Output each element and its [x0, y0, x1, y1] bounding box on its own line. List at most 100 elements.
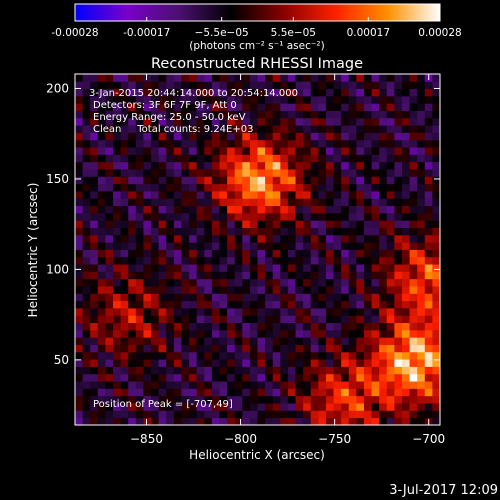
heatmap-cell [310, 147, 319, 155]
heatmap-cell [196, 417, 205, 426]
heatmap-cell [409, 264, 418, 272]
heatmap-cell [204, 366, 213, 375]
heatmap-cell [181, 286, 190, 294]
heatmap-cell [379, 403, 388, 411]
heatmap-cell [204, 183, 213, 192]
heatmap-cell [303, 417, 312, 426]
heatmap-cell [371, 410, 380, 419]
heatmap-cell [303, 395, 312, 404]
heatmap-cell [113, 132, 122, 141]
heatmap-cell [257, 410, 266, 419]
heatmap-cell [90, 388, 99, 397]
heatmap-cell [295, 132, 304, 141]
heatmap-cell [120, 359, 129, 367]
heatmap-cell [341, 395, 350, 404]
heatmap-cell [189, 183, 198, 192]
heatmap-cell [204, 74, 213, 82]
heatmap-cell [166, 249, 175, 258]
heatmap-cell [242, 286, 251, 294]
heatmap-cell [242, 417, 251, 426]
heatmap-cell [394, 256, 403, 265]
heatmap-cell [303, 205, 312, 214]
heatmap-cell [90, 366, 99, 375]
heatmap-cell [196, 388, 205, 397]
heatmap-cell [97, 74, 106, 82]
heatmap-cell [151, 337, 160, 345]
heatmap-cell [325, 395, 334, 404]
heatmap-cell [318, 220, 327, 228]
heatmap-cell [113, 388, 122, 397]
heatmap-cell [105, 403, 114, 411]
heatmap-cell [348, 154, 357, 163]
heatmap-cell [151, 220, 160, 228]
heatmap-cell [287, 264, 296, 272]
heatmap-cell [401, 271, 410, 280]
heatmap-cell [371, 88, 380, 97]
heatmap-cell [272, 256, 281, 265]
heatmap-cell [204, 359, 213, 367]
heatmap-cell [135, 234, 144, 243]
heatmap-cell [295, 395, 304, 404]
heatmap-cell [227, 315, 236, 324]
heatmap-cell [181, 88, 190, 97]
heatmap-cell [143, 403, 152, 411]
heatmap-cell [417, 359, 426, 367]
heatmap-cell [272, 366, 281, 375]
heatmap-cell [280, 381, 289, 389]
heatmap-cell [432, 95, 441, 104]
heatmap-cell [97, 198, 106, 207]
heatmap-cell [219, 410, 228, 419]
x-tick-label: −750 [318, 432, 351, 446]
heatmap-cell [432, 110, 441, 119]
heatmap-cell [280, 417, 289, 426]
heatmap-cell [272, 381, 281, 389]
colorbar-tick-label: -0.00028 [51, 27, 98, 39]
heatmap-cell [105, 212, 114, 221]
heatmap-cell [325, 388, 334, 397]
heatmap-cell [333, 300, 342, 309]
heatmap-cell [181, 139, 190, 148]
heatmap-cell [82, 256, 91, 265]
heatmap-cell [272, 344, 281, 353]
heatmap-cell [287, 388, 296, 397]
heatmap-cell [97, 154, 106, 163]
colorbar-tick-label: 5.5e−05 [271, 27, 316, 39]
heatmap-cell [341, 125, 350, 133]
heatmap-cell [394, 95, 403, 104]
heatmap-cell [272, 271, 281, 280]
heatmap-cell [272, 322, 281, 331]
heatmap-cell [371, 337, 380, 345]
heatmap-cell [265, 373, 274, 382]
heatmap-cell [181, 125, 190, 133]
heatmap-cell [219, 315, 228, 324]
heatmap-cell [303, 315, 312, 324]
heatmap-cell [151, 351, 160, 360]
heatmap-cell [401, 117, 410, 126]
heatmap-cell [348, 337, 357, 345]
heatmap-cell [386, 249, 395, 258]
heatmap-cell [97, 234, 106, 243]
heatmap-cell [120, 88, 129, 97]
heatmap-cell [356, 388, 365, 397]
heatmap-cell [105, 249, 114, 258]
heatmap-cell [158, 395, 167, 404]
heatmap-cell [348, 256, 357, 265]
heatmap-cell [379, 417, 388, 426]
heatmap-cell [432, 308, 441, 316]
heatmap-cell [272, 183, 281, 192]
heatmap-cell [363, 139, 372, 148]
heatmap-cell [424, 103, 433, 111]
heatmap-cell [386, 81, 395, 90]
heatmap-cell [386, 344, 395, 353]
heatmap-cell [105, 125, 114, 133]
heatmap-cell [318, 227, 327, 236]
heatmap-cell [265, 381, 274, 389]
heatmap-cell [242, 154, 251, 163]
heatmap-cell [196, 373, 205, 382]
heatmap-cell [417, 315, 426, 324]
heatmap-cell [242, 117, 251, 126]
heatmap-cell [371, 110, 380, 119]
heatmap-cell [363, 117, 372, 126]
heatmap-cell [82, 344, 91, 353]
heatmap-cell [211, 125, 220, 133]
